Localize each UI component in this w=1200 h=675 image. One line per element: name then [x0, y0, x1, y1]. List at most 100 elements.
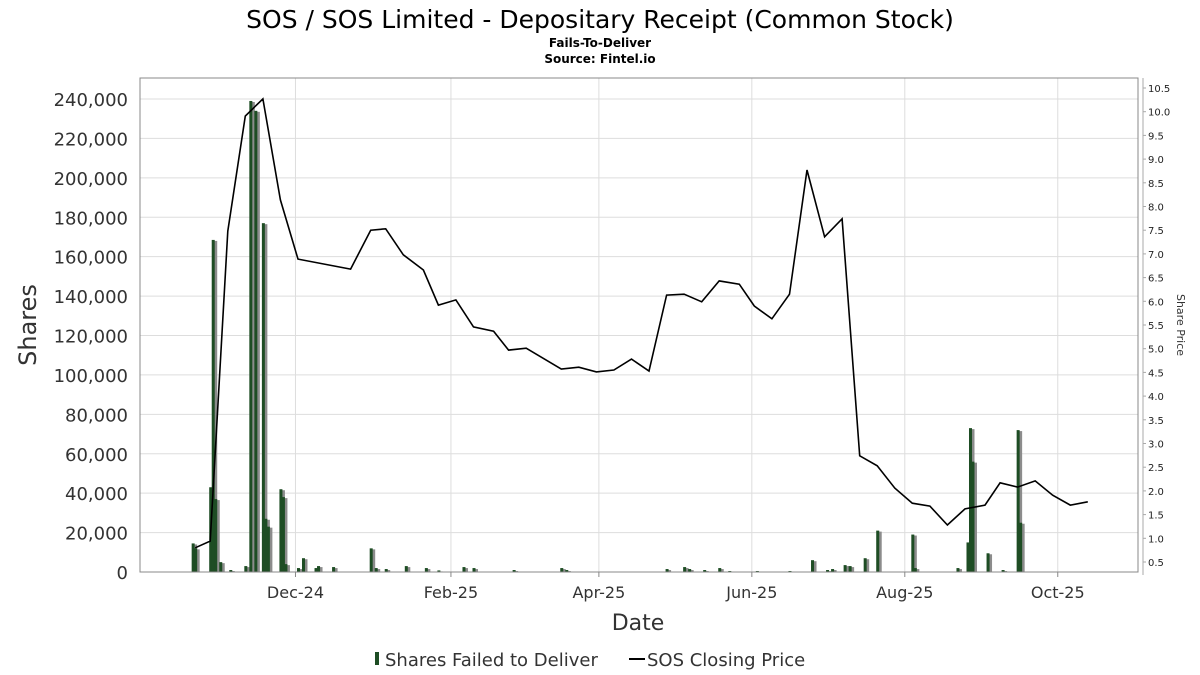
bar-shadow: [286, 565, 290, 572]
bar: [688, 569, 692, 572]
bar: [384, 569, 388, 572]
y-tick-label: 140,000: [54, 287, 128, 308]
bar: [301, 558, 305, 572]
y2-tick-label: 3.5: [1148, 416, 1164, 427]
y2-tick-label: 6.5: [1148, 274, 1164, 285]
chart-subtitle: Fails-To-Deliver: [549, 36, 651, 50]
y2-tick-label: 1.5: [1148, 511, 1164, 522]
bar: [279, 489, 283, 572]
y2-tick-label: 2.0: [1148, 487, 1164, 498]
bar: [244, 566, 248, 572]
bar: [843, 565, 847, 572]
bar-shadow: [196, 549, 200, 572]
y2-tick-label: 7.5: [1148, 226, 1164, 237]
legend-bar-swatch: [375, 652, 379, 665]
bar-shadow: [251, 101, 255, 573]
bar: [971, 461, 975, 572]
bar-shadow: [372, 549, 376, 572]
bar-shadow: [475, 569, 479, 572]
y2-tick-label: 8.0: [1148, 203, 1164, 214]
bar: [703, 570, 707, 572]
bar-series: [191, 100, 1025, 573]
bar-shadow: [1019, 431, 1023, 572]
bar: [683, 567, 687, 572]
bar: [911, 534, 915, 572]
bar: [968, 428, 972, 572]
bar: [718, 568, 722, 572]
bar: [266, 526, 270, 572]
bar-shadow: [221, 563, 225, 572]
y-tick-label: 100,000: [54, 366, 128, 387]
bar: [876, 530, 880, 572]
bar: [1019, 522, 1023, 572]
bar: [462, 567, 466, 572]
y-tick-label: 20,000: [65, 524, 128, 545]
y2-tick-label: 1.0: [1148, 534, 1164, 545]
bar-shadow: [387, 570, 391, 572]
bar: [264, 518, 268, 572]
bar: [437, 570, 441, 572]
bar: [665, 569, 669, 572]
bar-shadow: [974, 462, 978, 572]
bar-shadow: [958, 569, 962, 572]
x-tick-label: Feb-25: [424, 583, 478, 602]
chart-title: SOS / SOS Limited - Depositary Receipt (…: [246, 5, 954, 34]
bar-shadow: [334, 568, 338, 572]
y2-tick-label: 9.0: [1148, 155, 1164, 166]
y2-tick-label: 5.0: [1148, 345, 1164, 356]
bar: [512, 570, 516, 572]
y2-tick-label: 6.0: [1148, 297, 1164, 308]
x-axis-ticks: Dec-24 Feb-25 Apr-25 Jun-25 Aug-25 Oct-25: [267, 572, 1085, 602]
bar-shadow: [720, 569, 724, 572]
x-tick-label: Oct-25: [1031, 583, 1085, 602]
y-tick-label: 40,000: [65, 484, 128, 505]
bar: [863, 558, 867, 572]
bar-shadow: [269, 527, 273, 572]
bar: [281, 497, 285, 572]
bar: [966, 542, 970, 572]
bar-shadow: [913, 535, 917, 572]
x-tick-label: Apr-25: [572, 583, 625, 602]
bar-shadow: [214, 240, 218, 572]
bar-shadow: [407, 567, 411, 572]
bar: [1001, 570, 1005, 572]
bar: [986, 553, 990, 572]
bar: [848, 566, 852, 572]
bar: [229, 570, 233, 572]
x-axis-label: Date: [612, 611, 665, 636]
chart-source: Source: Fintel.io: [544, 52, 655, 66]
y2-tick-label: 10.5: [1148, 84, 1170, 95]
bar: [424, 568, 428, 572]
price-line-series: [194, 97, 1088, 549]
bar: [261, 223, 265, 572]
bar-shadow: [319, 567, 323, 572]
bar-shadow: [878, 531, 882, 572]
bar: [1016, 430, 1020, 572]
bar: [214, 499, 218, 572]
y2-tick-label: 0.5: [1148, 558, 1164, 569]
price-line: [194, 97, 1088, 549]
y-tick-label: 240,000: [54, 90, 128, 111]
bar-shadow: [256, 111, 260, 572]
bar-shadow: [989, 554, 993, 572]
y2-tick-label: 9.5: [1148, 131, 1164, 142]
y-tick-label: 120,000: [54, 327, 128, 348]
legend-line-label: SOS Closing Price: [647, 650, 805, 671]
bar-shadow: [246, 567, 250, 572]
y-tick-label: 160,000: [54, 248, 128, 269]
legend: Shares Failed to Deliver SOS Closing Pri…: [375, 650, 805, 671]
x-tick-label: Dec-24: [267, 583, 324, 602]
x-tick-label: Aug-25: [876, 583, 933, 602]
y-axis-label: Shares: [14, 284, 42, 366]
plot-border: [139, 77, 1139, 573]
right-axis-ticks: 0.5 1.0 1.5 2.0 2.5 3.0 3.5 4.0 4.5 5.0 5.5 6.0 6.5 7…: [1143, 84, 1170, 569]
left-axis-ticks: 0 20,000 40,000 60,000 80,000 100,000 120,000 1…: [54, 90, 128, 584]
bar-shadow: [851, 567, 855, 572]
y-tick-label: 0: [117, 563, 128, 584]
bar: [211, 239, 215, 572]
bar: [284, 564, 288, 572]
bar: [219, 562, 223, 572]
bar: [369, 548, 373, 572]
bar-shadow: [264, 224, 268, 572]
